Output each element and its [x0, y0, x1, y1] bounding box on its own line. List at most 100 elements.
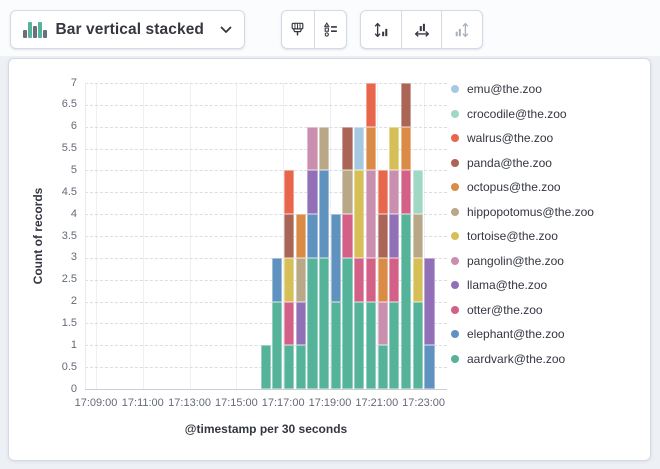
bar-segment[interactable] [365, 257, 377, 302]
y-axis-tick-label: 5.5 [61, 142, 77, 155]
bar-segment[interactable] [283, 170, 295, 215]
legend-item[interactable]: crocodile@the.zoo [451, 107, 594, 121]
y-axis-tick-label: 3.5 [61, 229, 77, 242]
legend-label: emu@the.zoo [467, 82, 542, 96]
bar-segment[interactable] [377, 214, 388, 258]
x-axis-tick-label: 17:11:00 [121, 397, 164, 409]
y-axis-tick-label: 6.5 [61, 98, 77, 111]
legend-label: octopus@the.zoo [467, 180, 561, 194]
bar-vertical-stacked-icon [23, 21, 47, 38]
bar-segment[interactable] [307, 214, 318, 258]
x-axis-tick-label: 17:15:00 [214, 397, 258, 409]
bar-segment[interactable] [365, 170, 377, 258]
bar-segment[interactable] [283, 214, 295, 258]
bar-segment[interactable] [295, 345, 306, 389]
legend-item[interactable]: otter@the.zoo [451, 303, 594, 317]
bar-segment[interactable] [295, 257, 306, 302]
bar-segment[interactable] [412, 257, 423, 302]
bar-segment[interactable] [354, 126, 365, 171]
chart-type-label: Bar vertical stacked [55, 20, 204, 38]
legend-item[interactable]: octopus@the.zoo [451, 180, 594, 194]
bar-segment[interactable] [377, 257, 388, 302]
legend-item[interactable]: hippopotomus@the.zoo [451, 205, 594, 219]
bar-segment[interactable] [295, 214, 306, 258]
bar-segment[interactable] [330, 214, 341, 302]
bar-segment[interactable] [319, 126, 330, 171]
toolbar: Bar vertical stacked [0, 0, 660, 56]
bar-segment[interactable] [330, 301, 341, 389]
bar-segment[interactable] [354, 257, 365, 302]
bar-segment[interactable] [412, 214, 423, 258]
bar-segment[interactable] [283, 257, 295, 302]
legend-label: panda@the.zoo [467, 155, 552, 170]
legend-item[interactable]: tortoise@the.zoo [451, 229, 594, 243]
bar-segment[interactable] [400, 214, 412, 389]
legend-item[interactable]: walrus@the.zoo [451, 131, 594, 145]
legend-color-dot [451, 330, 459, 338]
bar-segment[interactable] [365, 126, 377, 171]
legend-settings-button[interactable] [313, 11, 347, 48]
bar-segment[interactable] [342, 214, 353, 258]
bar-segment[interactable] [424, 257, 435, 346]
bar-segment[interactable] [307, 126, 318, 171]
bar-segment[interactable] [377, 170, 388, 215]
bar-segment[interactable] [283, 301, 295, 346]
y-axis-tick-label: 5 [70, 163, 77, 176]
x-axis-line [85, 389, 447, 390]
bar-segment[interactable] [377, 301, 388, 346]
bottom-axis-button[interactable] [400, 11, 442, 48]
legend-color-dot [451, 232, 459, 240]
bar-segment[interactable] [389, 126, 400, 171]
bar-segment[interactable] [365, 301, 377, 389]
bar-segment[interactable] [377, 345, 388, 389]
left-axis-button[interactable] [361, 11, 401, 48]
legend-item[interactable]: emu@the.zoo [451, 82, 594, 96]
bar-segment[interactable] [400, 126, 412, 171]
horizontal-gridline [85, 126, 447, 128]
bar-segment[interactable] [365, 83, 377, 127]
bar-segment[interactable] [272, 257, 283, 302]
style-button-group [281, 10, 347, 49]
chevron-down-icon [220, 26, 232, 33]
bar-segment[interactable] [389, 301, 400, 389]
y-axis-tick-label: 3 [70, 251, 77, 264]
bar-segment[interactable] [342, 170, 353, 215]
bar-segment[interactable] [307, 257, 318, 389]
bar-segment[interactable] [412, 301, 423, 389]
bar-segment[interactable] [319, 170, 330, 258]
bar-segment[interactable] [342, 126, 353, 171]
legend-item[interactable]: panda@the.zoo [451, 155, 594, 170]
legend-label: pangolin@the.zoo [467, 253, 564, 268]
bar-segment[interactable] [400, 83, 412, 127]
bar-segment[interactable] [342, 257, 353, 389]
legend-item[interactable]: elephant@the.zoo [451, 327, 594, 341]
legend-item[interactable]: aardvark@the.zoo [451, 352, 594, 366]
bar-segment[interactable] [400, 170, 412, 215]
bar-segment[interactable] [389, 170, 400, 215]
bar-segment[interactable] [260, 345, 271, 389]
bar-segment[interactable] [319, 257, 330, 389]
horizontal-gridline [85, 236, 447, 237]
legend-color-dot [451, 183, 459, 191]
y-axis-tick-label: 6 [70, 120, 77, 133]
y-axis-tick-label: 7 [70, 76, 77, 89]
bar-segment[interactable] [389, 214, 400, 258]
x-axis-tick-label: 17:19:00 [308, 397, 352, 409]
paintbrush-icon [291, 22, 304, 36]
y-axis-tick-label: 1.5 [61, 316, 77, 329]
chart-type-dropdown[interactable]: Bar vertical stacked [10, 10, 245, 49]
bar-segment[interactable] [272, 301, 283, 389]
legend-item[interactable]: pangolin@the.zoo [451, 253, 594, 268]
bar-segment[interactable] [354, 301, 365, 389]
legend-item[interactable]: llama@the.zoo [451, 278, 594, 292]
visual-options-button[interactable] [282, 11, 314, 48]
bar-segment[interactable] [307, 170, 318, 215]
bar-segment[interactable] [424, 345, 435, 389]
bar-segment[interactable] [354, 170, 365, 258]
bar-segment[interactable] [389, 257, 400, 302]
y-axis-line [85, 83, 86, 389]
bar-segment[interactable] [283, 345, 295, 389]
bar-segment[interactable] [295, 301, 306, 346]
bar-segment[interactable] [412, 170, 423, 215]
legend-label: tortoise@the.zoo [467, 229, 558, 243]
